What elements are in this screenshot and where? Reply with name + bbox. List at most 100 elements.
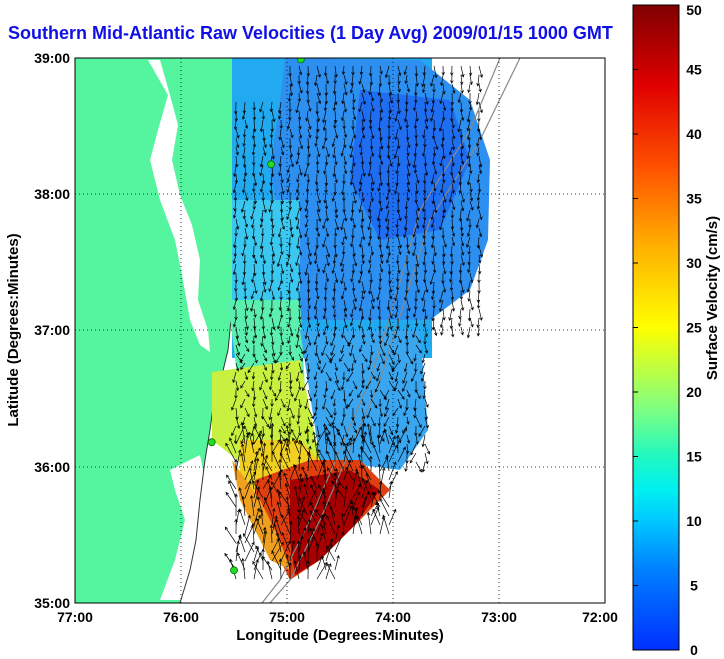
velocity-arrow bbox=[234, 227, 238, 237]
velocity-arrow bbox=[262, 326, 267, 340]
velocity-arrow bbox=[235, 335, 241, 347]
velocity-arrow bbox=[295, 335, 300, 349]
x-tick-label: 72:00 bbox=[582, 609, 618, 625]
velocity-arrow bbox=[449, 110, 454, 123]
velocity-arrow bbox=[244, 308, 248, 320]
velocity-arrow bbox=[307, 290, 311, 302]
x-axis-label: Longitude (Degrees:Minutes) bbox=[236, 627, 444, 644]
velocity-arrow bbox=[393, 326, 399, 339]
velocity-arrow bbox=[397, 389, 405, 400]
velocity-arrow bbox=[244, 119, 249, 130]
velocity-arrow bbox=[303, 483, 309, 499]
velocity-arrow bbox=[307, 146, 311, 158]
velocity-arrow bbox=[231, 398, 237, 411]
velocity-arrow bbox=[394, 182, 399, 195]
velocity-arrow bbox=[279, 345, 283, 356]
velocity-arrow bbox=[422, 173, 427, 185]
x-tick-label: 77:00 bbox=[57, 609, 93, 625]
velocity-arrow bbox=[307, 335, 312, 347]
velocity-arrow bbox=[469, 317, 474, 328]
velocity-arrow bbox=[421, 353, 426, 364]
velocity-arrow bbox=[460, 227, 464, 237]
velocity-arrow bbox=[340, 272, 345, 285]
velocity-arrow bbox=[388, 435, 396, 454]
velocity-arrow bbox=[368, 110, 373, 124]
velocity-arrow bbox=[466, 209, 471, 222]
velocity-arrow bbox=[451, 83, 456, 94]
velocity-arrow bbox=[406, 173, 411, 186]
velocity-arrow bbox=[345, 466, 354, 481]
velocity-arrow bbox=[397, 74, 401, 85]
velocity-arrow bbox=[383, 428, 390, 445]
velocity-arrow bbox=[477, 263, 482, 275]
velocity-arrow bbox=[298, 272, 303, 285]
velocity-arrow bbox=[278, 299, 283, 311]
velocity-arrow bbox=[361, 398, 366, 407]
velocity-arrow bbox=[316, 110, 321, 123]
velocity-arrow bbox=[252, 480, 264, 499]
velocity-arrow bbox=[406, 182, 411, 193]
velocity-arrow bbox=[262, 526, 267, 544]
velocity-arrow bbox=[233, 191, 238, 202]
velocity-arrow bbox=[295, 191, 300, 201]
velocity-arrow bbox=[334, 451, 345, 472]
velocity-arrow bbox=[234, 309, 238, 321]
velocity-arrow bbox=[250, 272, 255, 284]
velocity-arrow bbox=[251, 371, 256, 380]
station-marker bbox=[296, 58, 305, 64]
velocity-arrow bbox=[397, 398, 402, 409]
velocity-arrow bbox=[340, 326, 345, 339]
velocity-arrow bbox=[433, 245, 437, 257]
velocity-arrow bbox=[349, 137, 354, 150]
velocity-arrow bbox=[232, 236, 237, 249]
velocity-arrow bbox=[242, 137, 246, 147]
velocity-arrow bbox=[379, 137, 384, 150]
velocity-arrow bbox=[424, 281, 429, 294]
velocity-arrow bbox=[406, 236, 410, 249]
velocity-arrow bbox=[412, 308, 417, 318]
velocity-arrow bbox=[234, 518, 238, 535]
velocity-arrow bbox=[379, 65, 383, 75]
velocity-arrow bbox=[262, 530, 268, 553]
velocity-arrow bbox=[386, 137, 391, 150]
velocity-arrow bbox=[478, 209, 483, 221]
velocity-arrow bbox=[302, 380, 309, 392]
velocity-arrow bbox=[441, 110, 446, 122]
velocity-arrow bbox=[449, 263, 453, 275]
velocity-arrow bbox=[339, 353, 345, 363]
velocity-arrow bbox=[433, 200, 438, 214]
velocity-arrow bbox=[421, 200, 426, 213]
velocity-arrow bbox=[412, 326, 417, 339]
velocity-arrow bbox=[295, 254, 300, 267]
velocity-arrow bbox=[286, 182, 291, 194]
velocity-arrow bbox=[361, 290, 365, 301]
velocity-arrow bbox=[298, 83, 303, 94]
velocity-arrow bbox=[269, 371, 274, 381]
velocity-arrow bbox=[393, 380, 399, 391]
velocity-arrow bbox=[442, 245, 446, 258]
velocity-arrow bbox=[298, 119, 302, 130]
velocity-arrow bbox=[289, 227, 294, 238]
velocity-arrow bbox=[262, 474, 272, 490]
velocity-arrow bbox=[342, 191, 346, 202]
velocity-arrow bbox=[325, 254, 330, 267]
velocity-arrow bbox=[451, 326, 455, 338]
velocity-arrow bbox=[460, 299, 465, 311]
colorbar-tick-label: 35 bbox=[686, 191, 702, 207]
velocity-arrow bbox=[460, 254, 465, 267]
velocity-arrow bbox=[313, 371, 318, 381]
velocity-arrow bbox=[332, 281, 337, 293]
velocity-arrow bbox=[352, 380, 358, 390]
velocity-arrow bbox=[343, 227, 348, 240]
velocity-arrow bbox=[442, 200, 447, 214]
velocity-arrow bbox=[379, 407, 383, 418]
velocity-arrow bbox=[384, 398, 390, 411]
velocity-arrow bbox=[240, 434, 246, 445]
velocity-arrow bbox=[343, 317, 348, 329]
velocity-arrow bbox=[350, 500, 354, 517]
velocity-arrow bbox=[233, 245, 237, 257]
velocity-arrow bbox=[352, 182, 358, 195]
velocity-arrow bbox=[469, 74, 473, 86]
velocity-arrow bbox=[313, 407, 318, 417]
